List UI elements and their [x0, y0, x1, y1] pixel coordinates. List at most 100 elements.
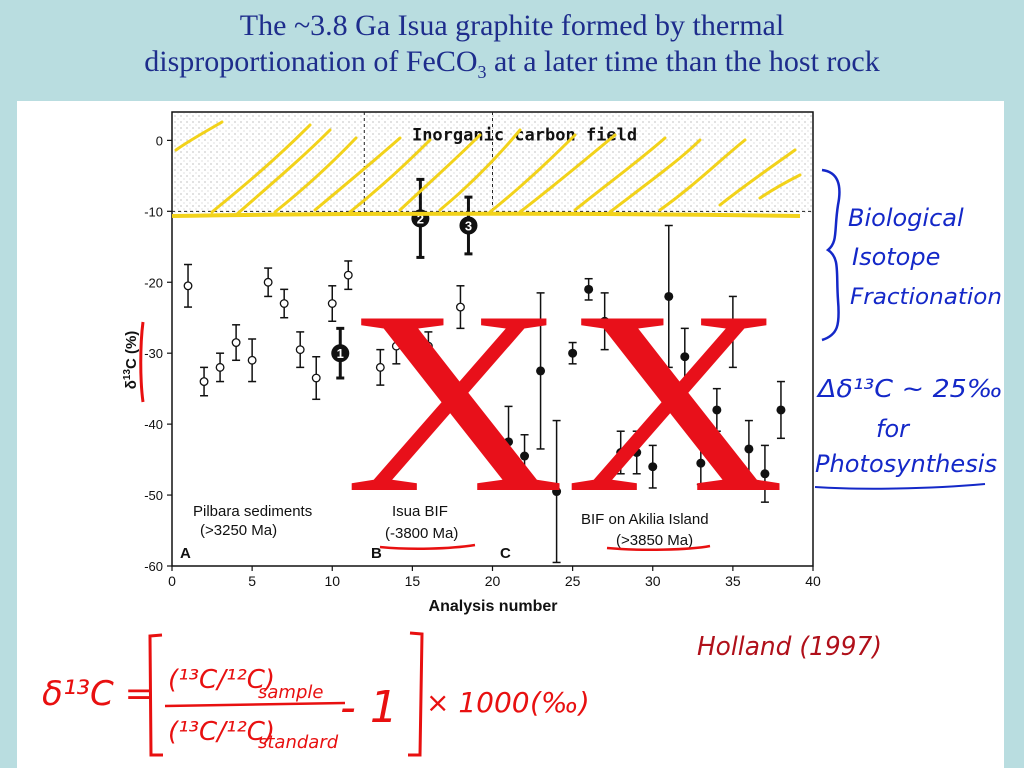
- group-label-akilia: BIF on Akilia Island: [581, 511, 709, 528]
- data-point-open: [199, 377, 209, 387]
- formula-denominator-sub: standard: [258, 732, 339, 753]
- data-point-filled: [680, 352, 690, 362]
- slide-title: The ~3.8 Ga Isua graphite formed by ther…: [0, 8, 1024, 90]
- data-point-filled: [536, 366, 546, 376]
- x-tick-label: 0: [168, 573, 176, 589]
- formula-numerator-sub: sample: [258, 682, 323, 703]
- x-tick-label: 10: [324, 573, 340, 589]
- formula-numerator: (¹³C/¹²C): [168, 665, 275, 695]
- data-point-open: [215, 362, 225, 372]
- formula-minus-one: - 1: [340, 682, 398, 733]
- formula-lhs: δ¹³C =: [42, 674, 153, 714]
- y-tick-label: -20: [144, 275, 163, 290]
- panel-letter-a: A: [180, 545, 191, 562]
- x-tick-label: 20: [485, 573, 501, 589]
- x-tick-label: 40: [805, 573, 821, 589]
- red-crossout: XX: [345, 257, 785, 547]
- data-point-open: [311, 373, 321, 383]
- formula-unit: (‰): [530, 686, 590, 719]
- for-text: for: [876, 415, 911, 443]
- data-point-open: [183, 281, 193, 291]
- yellow-underline: [171, 211, 801, 218]
- blue-brace: [821, 168, 841, 342]
- data-point-open: [279, 299, 289, 308]
- data-point-filled: [600, 316, 610, 326]
- data-point-filled: [520, 451, 530, 461]
- data-point-filled: [648, 462, 658, 472]
- data-point-filled: [696, 458, 706, 468]
- data-point-open: [423, 341, 433, 351]
- formula-fraction-bar: [164, 701, 346, 708]
- panel-letter-b: B: [371, 545, 382, 562]
- data-point-filled: [504, 437, 514, 447]
- data-point-filled: [744, 444, 754, 454]
- x-tick-label: 15: [405, 573, 421, 589]
- data-point-open: [231, 338, 241, 347]
- data-point-number: 3: [465, 219, 472, 234]
- inorganic-field-label: Inorganic carbon field: [412, 125, 637, 145]
- title-line-2-text: disproportionation of FeCO: [144, 45, 478, 78]
- delta-formula: δ¹³C = (¹³C/¹²C) sample (¹³C/¹²C) standa…: [42, 631, 590, 757]
- data-point-filled: [712, 405, 722, 415]
- yellow-highlight-hatching: [174, 120, 802, 217]
- data-point-open: [343, 270, 353, 280]
- biological-line2: Isotope: [852, 243, 940, 271]
- data-point-number: 2: [417, 211, 424, 226]
- data-point-filled: [616, 448, 626, 457]
- formula-multiplier: × 1000: [426, 686, 530, 719]
- citation: Holland (1997): [697, 632, 882, 662]
- formula-left-bracket: [148, 633, 163, 757]
- y-axis-label: δ13C (%): [122, 331, 140, 390]
- data-point-number: 1: [337, 346, 344, 361]
- y-tick-label: -50: [144, 488, 163, 503]
- title-line-2: disproportionation of FeCO3 at a later t…: [0, 44, 1024, 90]
- formula-denominator: (¹³C/¹²C): [168, 717, 275, 747]
- red-underline-akilia: [606, 544, 711, 551]
- x-tick-label: 30: [645, 573, 661, 589]
- data-point-open: [247, 355, 257, 365]
- data-point-filled: [584, 284, 594, 294]
- x-tick-label: 35: [725, 573, 741, 589]
- biological-line1: Biological: [848, 204, 964, 232]
- y-tick-label: -30: [144, 346, 163, 361]
- red-underline-ylabel: [139, 321, 145, 403]
- panel-letter-c: C: [500, 545, 511, 562]
- group-label-pilbara: Pilbara sediments: [193, 503, 312, 520]
- formula-right-bracket: [408, 631, 424, 757]
- title-line-2-end: at a later time than the host rock: [486, 45, 880, 78]
- x-tick-label: 25: [565, 573, 581, 589]
- data-point-numbered: [459, 216, 478, 235]
- y-tick-label: -40: [144, 417, 163, 432]
- x-axis-label: Analysis number: [429, 598, 558, 615]
- red-underline-isua: [379, 543, 476, 550]
- data-point-filled: [728, 327, 738, 337]
- data-point-open: [295, 345, 305, 355]
- y-tick-label: 0: [156, 133, 163, 148]
- data-point-filled: [552, 487, 562, 497]
- data-point-filled: [760, 469, 770, 479]
- y-tick-label: -10: [144, 204, 163, 219]
- delta-note: Δδ¹³C ~ 25‰: [816, 374, 1003, 403]
- data-point-filled: [632, 448, 642, 457]
- data-point-filled: [776, 405, 786, 415]
- data-point-open: [327, 299, 337, 308]
- y-axis: 0 -10 -20 -30 -40 -50 -60: [144, 133, 172, 574]
- group-label-isua: Isua BIF: [392, 503, 448, 520]
- data-point-open: [456, 302, 465, 312]
- biological-line3: Fractionation: [850, 285, 1002, 310]
- data-point-open: [375, 362, 385, 372]
- data-point-open: [263, 277, 273, 287]
- photosynthesis-text: Photosynthesis: [815, 450, 997, 478]
- data-point-filled: [568, 348, 578, 358]
- data-point-numbered: [331, 344, 350, 363]
- title-line-1: The ~3.8 Ga Isua graphite formed by ther…: [239, 9, 785, 42]
- photosynthesis-underline: [814, 483, 986, 490]
- x-axis: 0 5 10 15 20 25 30 35 40: [168, 566, 821, 589]
- y-tick-label: -60: [144, 559, 163, 574]
- data-point-filled: [664, 291, 674, 301]
- data-point-open: [391, 341, 401, 351]
- x-tick-label: 5: [248, 573, 256, 589]
- title-subscript: 3: [477, 62, 487, 82]
- group-age-pilbara: (>3250 Ma): [200, 522, 277, 539]
